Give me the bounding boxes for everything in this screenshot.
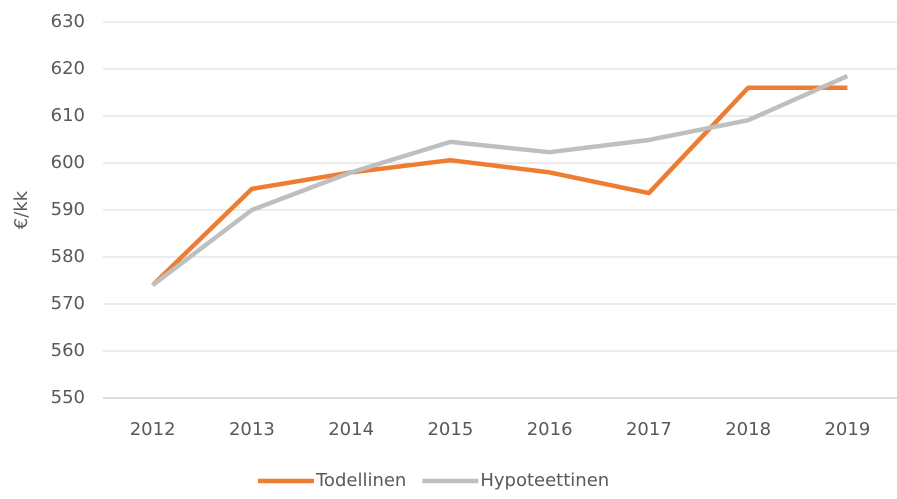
x-tick-label: 2016 bbox=[527, 419, 573, 440]
legend-label: Hypoteettinen bbox=[480, 470, 609, 491]
x-tick-label: 2019 bbox=[824, 419, 870, 440]
y-tick-label: 570 bbox=[51, 293, 85, 314]
line-series bbox=[151, 73, 849, 287]
y-tick-label: 610 bbox=[51, 105, 85, 126]
x-tick-label: 2017 bbox=[626, 419, 672, 440]
x-tick-label: 2018 bbox=[725, 419, 771, 440]
y-tick-label: 560 bbox=[51, 340, 85, 361]
x-tick-label: 2013 bbox=[229, 419, 275, 440]
x-tick-label: 2015 bbox=[427, 419, 473, 440]
x-tick-label: 2014 bbox=[328, 419, 374, 440]
y-tick-label: 620 bbox=[51, 58, 85, 79]
y-tick-label: 590 bbox=[51, 199, 85, 220]
line-series bbox=[151, 85, 848, 287]
y-axis-label: €/kk bbox=[11, 190, 32, 229]
y-tick-label: 550 bbox=[51, 387, 85, 408]
x-tick-label: 2012 bbox=[130, 419, 176, 440]
legend-label: Todellinen bbox=[315, 470, 406, 491]
y-tick-label: 600 bbox=[51, 152, 85, 173]
y-tick-label: 580 bbox=[51, 246, 85, 267]
y-tick-label: 630 bbox=[51, 11, 85, 32]
